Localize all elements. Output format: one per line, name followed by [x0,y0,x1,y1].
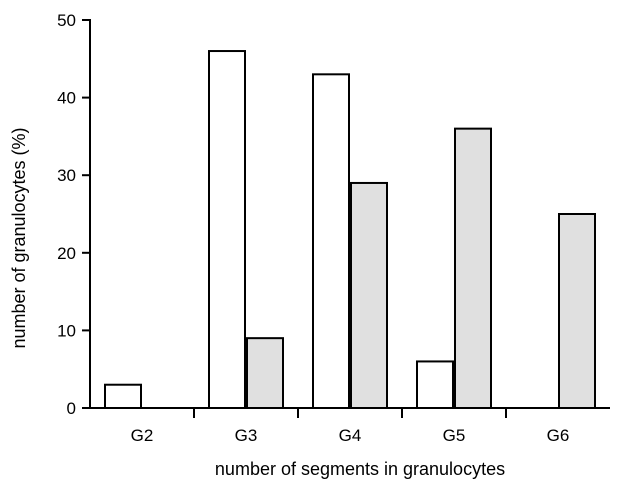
y-ticks-group: 0 10 20 30 40 50 [57,11,90,418]
bar-series-2-G5 [454,127,492,409]
y-tick-label: 30 [57,166,76,185]
x-ticks-group: G2 G3 G4 G5 G6 [131,408,570,445]
y-tick-label: 50 [57,11,76,30]
bar-series-1-G5 [416,360,454,410]
y-tick-label: 20 [57,244,76,263]
bar-series-1-G4 [312,73,350,409]
y-tick-label: 0 [67,399,76,418]
bar-series-1-G2 [104,383,142,410]
y-tick-label: 10 [57,321,76,340]
bars-group [104,50,596,410]
y-axis-label: number of granulocytes (%) [9,127,29,348]
x-tick-label: G6 [547,426,570,445]
x-tick-label: G4 [339,426,362,445]
x-tick-label: G5 [443,426,466,445]
y-tick-label: 40 [57,89,76,108]
bar-series-2-G6 [558,213,596,409]
x-tick-label: G3 [235,426,258,445]
bar-series-2-G3 [246,337,284,409]
bar-series-1-G3 [208,50,246,409]
axes-group [89,19,610,409]
x-axis-label: number of segments in granulocytes [215,459,505,479]
bar-series-2-G4 [350,181,388,409]
x-tick-label: G2 [131,426,154,445]
